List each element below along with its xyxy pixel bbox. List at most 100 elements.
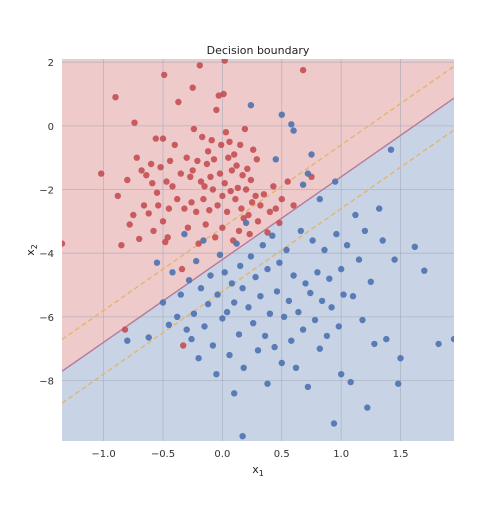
blue-class-point — [364, 404, 371, 411]
red-class-point — [252, 192, 259, 200]
blue-class-point — [174, 313, 181, 320]
blue-class-point — [213, 371, 220, 378]
blue-class-point — [209, 342, 217, 349]
red-class-point — [222, 129, 230, 136]
red-class-point — [240, 215, 247, 222]
blue-class-point — [299, 326, 307, 333]
red-class-point — [235, 227, 243, 235]
blue-class-point — [361, 227, 369, 235]
blue-class-point — [271, 343, 278, 351]
red-class-point — [112, 94, 119, 101]
red-class-point — [239, 172, 246, 179]
blue-class-point — [273, 288, 281, 295]
red-class-point — [180, 342, 187, 349]
red-class-point — [162, 238, 169, 246]
red-class-point — [242, 186, 250, 193]
red-class-point — [165, 205, 173, 212]
decision-boundary-line — [62, 97, 454, 372]
red-class-point — [218, 141, 225, 149]
blue-class-point — [239, 433, 246, 440]
red-class-point — [204, 148, 212, 155]
blue-class-point — [183, 326, 190, 333]
red-class-point — [133, 154, 140, 161]
blue-class-point — [340, 291, 347, 298]
chart-title: Decision boundary — [207, 44, 310, 57]
red-class-point — [184, 224, 192, 231]
red-class-point — [219, 192, 226, 200]
red-class-point — [181, 205, 188, 212]
x-axis-ticks: −1.0 −0.5 0.0 0.5 1.0 1.5 — [91, 449, 408, 460]
red-class-point — [220, 90, 227, 98]
blue-class-point — [278, 111, 285, 118]
blue-class-point — [292, 364, 300, 371]
blue-class-point — [226, 351, 233, 359]
red-class-point — [114, 192, 122, 200]
red-class-point — [175, 98, 182, 106]
red-class-point — [299, 66, 307, 74]
blue-class-point — [278, 359, 285, 367]
x-tick-label: −1.0 — [91, 449, 115, 460]
blue-class-point — [153, 259, 161, 266]
red-class-point — [178, 265, 186, 273]
red-class-point — [126, 221, 133, 228]
blue-class-point — [228, 280, 236, 287]
red-class-point — [228, 167, 236, 174]
red-class-point — [231, 151, 238, 158]
y-tick-label: −2 — [39, 186, 54, 197]
blue-class-point — [379, 237, 386, 244]
blue-class-point — [283, 246, 290, 254]
red-class-point — [177, 170, 184, 177]
blue-class-point — [321, 246, 328, 254]
red-class-point — [270, 183, 277, 190]
blue-class-point — [250, 320, 257, 327]
blue-class-point — [411, 243, 418, 250]
red-class-point — [166, 157, 174, 165]
blue-class-point — [266, 310, 274, 317]
blue-class-point — [223, 308, 231, 316]
red-class-point — [233, 162, 240, 169]
blue-class-point — [376, 205, 383, 212]
blue-class-point — [207, 272, 214, 279]
upper-decision-region — [62, 59, 454, 372]
blue-class-point — [338, 265, 345, 273]
blue-class-point — [316, 345, 323, 352]
red-class-point — [206, 207, 213, 214]
blue-class-point — [214, 291, 221, 298]
blue-class-point — [297, 227, 304, 235]
y-tick-label: −8 — [39, 377, 54, 388]
red-class-point — [248, 199, 256, 206]
data-points — [62, 59, 454, 440]
red-class-point — [140, 202, 148, 209]
red-class-point — [290, 202, 297, 209]
blue-class-point — [307, 289, 314, 297]
red-class-point — [214, 202, 221, 209]
red-class-point — [225, 154, 232, 161]
blue-class-point — [247, 102, 255, 109]
red-class-point — [124, 176, 131, 184]
red-class-point — [207, 173, 214, 180]
blue-class-point — [285, 297, 293, 305]
blue-class-point — [247, 253, 255, 260]
blue-class-point — [397, 355, 404, 362]
plot-area — [62, 59, 454, 441]
red-class-point — [219, 224, 226, 231]
blue-class-point — [193, 257, 200, 265]
y-axis-label: x2 — [24, 244, 39, 256]
blue-class-point — [304, 383, 312, 391]
blue-class-point — [383, 335, 390, 343]
red-class-point — [200, 195, 207, 203]
red-class-point — [138, 167, 145, 174]
blue-class-point — [299, 181, 307, 188]
blue-class-point — [387, 146, 395, 153]
blue-class-point — [219, 315, 226, 322]
blue-class-point — [237, 262, 244, 270]
red-class-point — [161, 71, 168, 79]
blue-class-point — [328, 304, 335, 311]
y-tick-label: 0 — [48, 122, 54, 133]
red-class-point — [246, 230, 253, 238]
red-class-point — [193, 208, 200, 215]
red-class-point — [130, 211, 137, 219]
red-class-point — [210, 156, 218, 163]
red-class-point — [213, 106, 220, 114]
